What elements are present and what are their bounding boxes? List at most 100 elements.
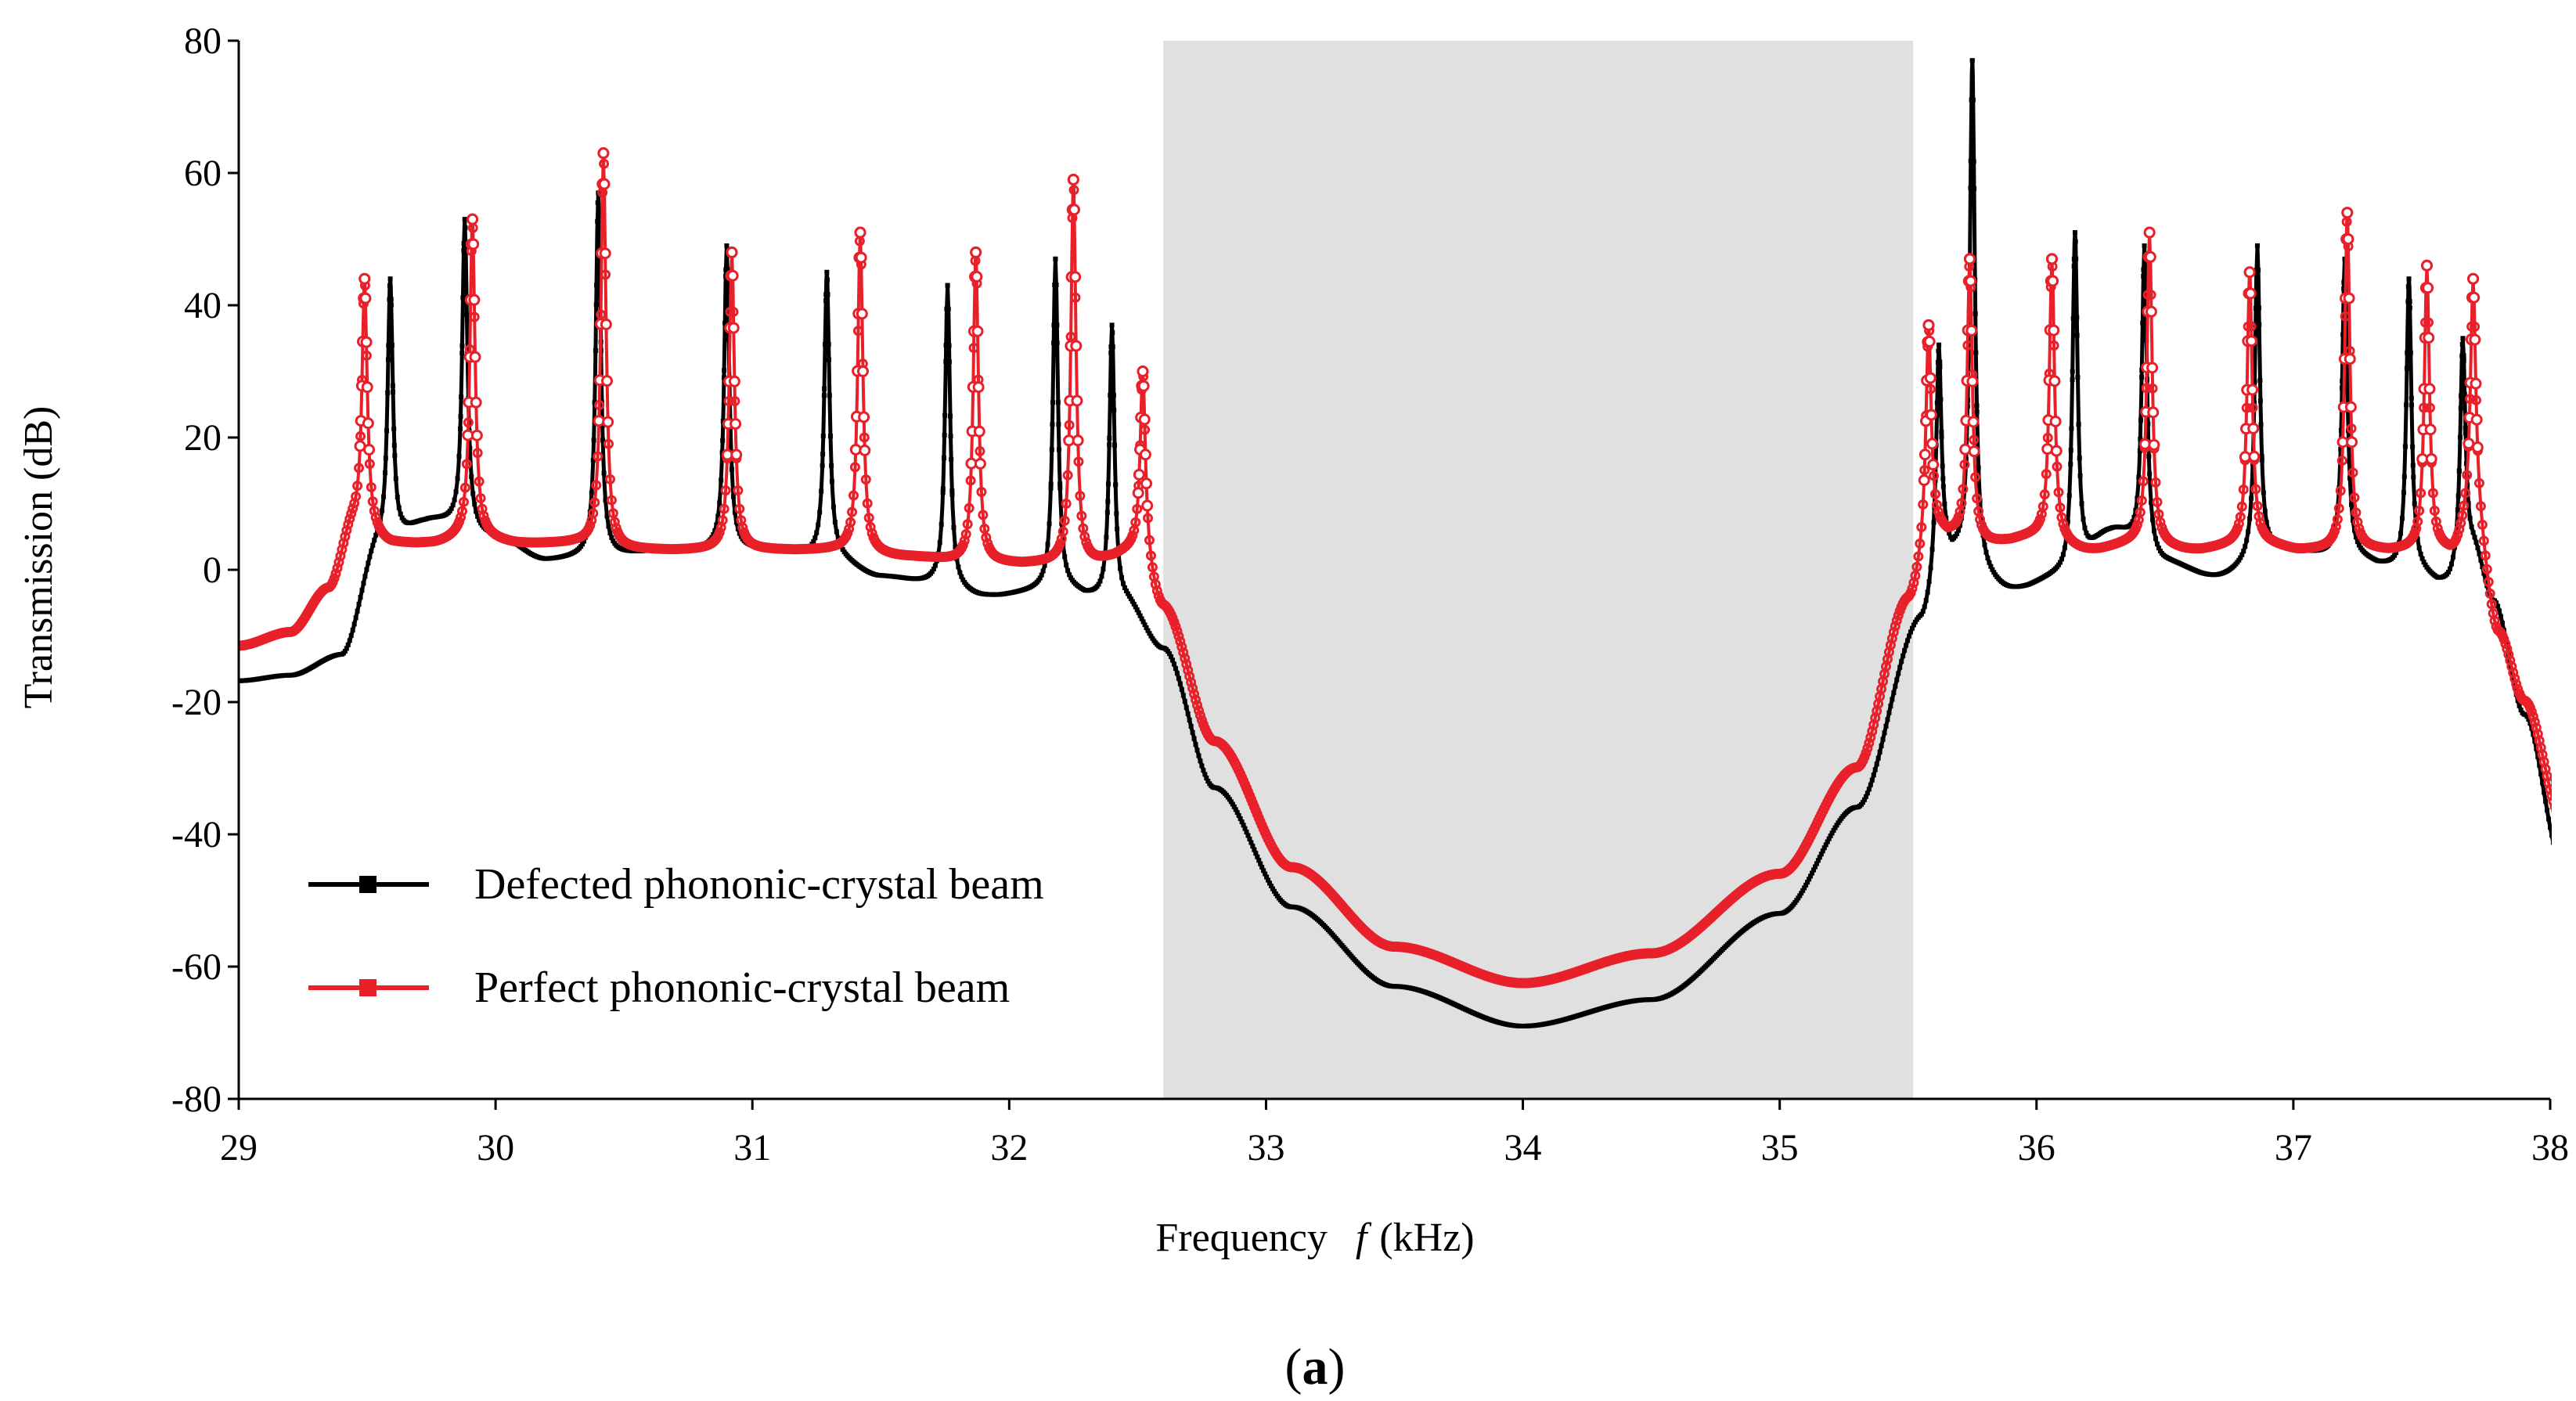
data-point	[1166, 649, 1171, 654]
data-point	[1054, 538, 1065, 549]
data-point	[2405, 284, 2411, 290]
data-point	[2421, 560, 2426, 565]
data-point	[720, 438, 726, 443]
peak-point	[2252, 379, 2257, 384]
data-point	[1189, 689, 1200, 700]
data-point	[1931, 520, 1937, 525]
data-point	[2235, 512, 2246, 523]
data-point	[729, 466, 734, 472]
peak-point	[1108, 392, 1113, 398]
peak-point	[1967, 416, 1980, 428]
data-point	[1050, 422, 1055, 427]
data-point	[609, 535, 614, 540]
data-point	[350, 627, 355, 632]
data-point	[2081, 517, 2086, 522]
peak-point	[2342, 232, 2354, 245]
data-point	[2249, 495, 2254, 501]
data-point	[2152, 496, 2163, 507]
data-point	[1968, 158, 1973, 164]
peak-point	[1925, 409, 1937, 421]
x-axis-label-word: Frequency	[1155, 1216, 1327, 1260]
data-point	[2419, 556, 2425, 561]
data-point	[817, 510, 823, 515]
peak-point	[725, 267, 730, 272]
y-tick-label: -60	[171, 946, 222, 988]
data-point	[1075, 490, 1086, 501]
data-point	[842, 528, 853, 539]
peak-point	[2142, 243, 2147, 248]
data-point	[1862, 743, 1873, 754]
peak-point	[1048, 481, 1054, 487]
data-point	[1096, 582, 1101, 587]
peak-point	[829, 463, 834, 468]
data-point	[2531, 722, 2542, 733]
peak-point	[856, 365, 869, 377]
data-point	[1136, 610, 1141, 615]
peak-point	[384, 428, 389, 434]
data-point	[937, 540, 942, 546]
data-point	[361, 581, 366, 586]
data-point	[2131, 514, 2137, 520]
data-point	[355, 430, 366, 441]
data-point	[981, 532, 992, 543]
data-point	[398, 511, 403, 517]
data-point	[1247, 836, 1252, 841]
data-point	[2549, 833, 2552, 838]
peak-point	[467, 238, 480, 250]
data-point	[1187, 717, 1192, 722]
data-point	[1131, 601, 1137, 607]
peak-point	[1132, 487, 1144, 499]
peak-point	[2257, 378, 2263, 384]
data-point	[2398, 531, 2404, 536]
peak-point	[2467, 272, 2480, 285]
data-point	[1073, 456, 1084, 467]
data-point	[825, 277, 830, 283]
peak-point	[1973, 350, 1979, 355]
peak-point	[2254, 243, 2260, 248]
data-point	[1184, 671, 1195, 682]
data-point	[1885, 717, 1890, 722]
data-point	[978, 510, 989, 520]
peak-point	[1054, 282, 1059, 287]
data-point	[1201, 768, 1206, 773]
data-point	[1140, 619, 1146, 625]
data-point	[469, 312, 480, 322]
data-point	[1990, 567, 1995, 572]
data-point	[1180, 653, 1191, 664]
axes	[228, 39, 2552, 1110]
data-point	[2246, 529, 2251, 535]
peak-point	[597, 147, 610, 160]
data-point	[733, 485, 744, 496]
peak-point	[2257, 322, 2262, 327]
data-point	[714, 527, 725, 538]
tick-labels: -80 -60 -40 -20 0 20 40 60 80 29 30 31 32 33 34 35 36 37 3…	[171, 20, 2569, 1169]
data-point	[1191, 694, 1202, 705]
peak-point	[1966, 375, 1979, 387]
peak-point	[2469, 333, 2481, 346]
data-point	[470, 491, 476, 496]
data-point	[1144, 625, 1149, 631]
data-point	[1111, 408, 1117, 413]
data-point	[948, 434, 953, 439]
data-point	[2497, 608, 2502, 614]
data-point	[2529, 716, 2540, 727]
data-point	[1255, 854, 1260, 859]
data-point	[2066, 493, 2072, 499]
data-point	[1266, 877, 1271, 883]
data-point	[2347, 475, 2353, 481]
data-point	[1969, 434, 1980, 445]
peak-point	[2408, 350, 2413, 355]
data-point	[601, 470, 607, 476]
data-point	[730, 494, 736, 499]
peak-point	[941, 456, 946, 461]
x-tick-label: 37	[2275, 1127, 2312, 1169]
data-point	[1144, 535, 1155, 546]
data-point	[1177, 681, 1183, 686]
data-point	[2401, 490, 2406, 495]
data-point	[1064, 562, 1069, 567]
data-point	[1259, 865, 1265, 870]
data-point	[2499, 614, 2504, 619]
data-point	[607, 530, 613, 535]
data-point	[1953, 534, 1958, 539]
data-point	[364, 459, 375, 470]
